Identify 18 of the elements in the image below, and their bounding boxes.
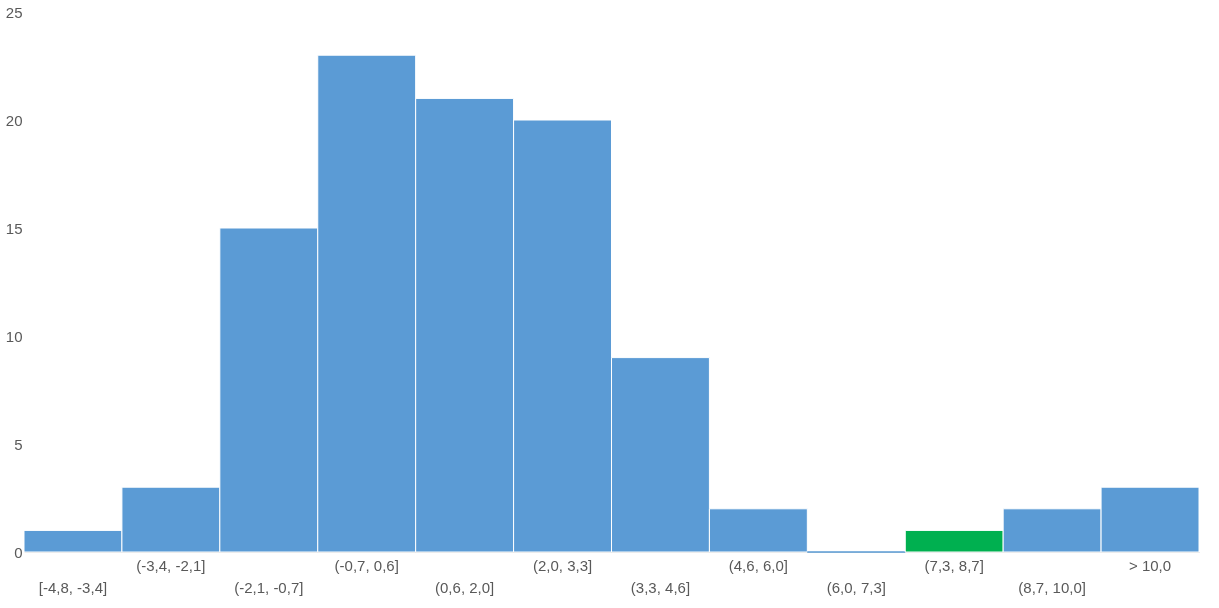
y-tick-label: 20 [5, 111, 23, 129]
x-tick-label: > 10,0 [1128, 556, 1172, 574]
y-tick-label: 5 [14, 435, 23, 453]
x-tick-label: (-2,1, -0,7] [234, 578, 304, 596]
x-tick-label: (2,0, 3,3] [532, 556, 593, 574]
y-tick-label: 10 [5, 327, 23, 345]
x-tick-label: (7,3, 8,7] [924, 556, 984, 574]
x-tick-label: [-4,8, -3,4] [38, 578, 108, 596]
x-tick-label: (3,3, 4,6] [630, 578, 691, 596]
x-tick-label: (6,0, 7,3] [826, 578, 886, 596]
y-tick-label: 0 [14, 543, 23, 561]
x-tick-label: (4,6, 6,0] [728, 556, 788, 574]
x-tick-label: (-0,7, 0,6] [334, 556, 399, 574]
y-tick-label: 25 [5, 3, 23, 21]
x-tick-label: (8,7, 10,0] [1018, 578, 1086, 596]
y-tick-label: 15 [5, 219, 23, 237]
x-tick-label: (0,6, 2,0] [435, 578, 495, 596]
x-tick-label: (-3,4, -2,1] [136, 556, 206, 574]
